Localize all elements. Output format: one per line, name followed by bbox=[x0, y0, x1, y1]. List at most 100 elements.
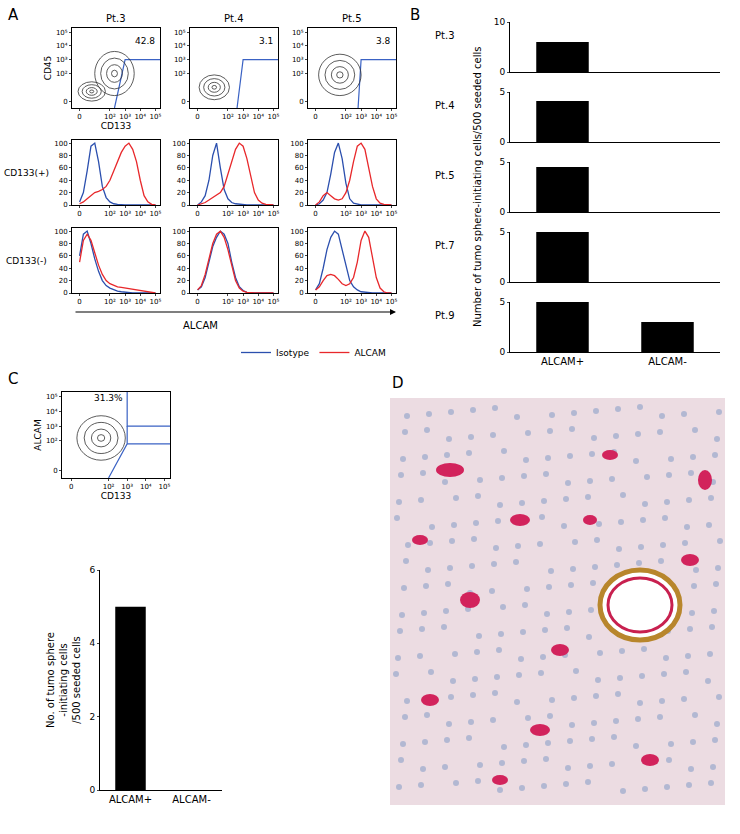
svg-text:C: C bbox=[8, 370, 18, 388]
svg-text:60: 60 bbox=[295, 252, 304, 260]
svg-text:0: 0 bbox=[195, 298, 199, 306]
svg-text:6: 6 bbox=[89, 565, 95, 575]
svg-text:100: 100 bbox=[172, 140, 185, 148]
svg-text:40: 40 bbox=[177, 265, 186, 273]
svg-text:60: 60 bbox=[295, 164, 304, 172]
svg-text:10²: 10² bbox=[222, 298, 234, 306]
svg-text:0: 0 bbox=[77, 113, 81, 121]
svg-text:0: 0 bbox=[499, 277, 505, 287]
svg-text:60: 60 bbox=[177, 252, 186, 260]
svg-text:3.1: 3.1 bbox=[259, 36, 273, 46]
svg-text:Pt.9: Pt.9 bbox=[435, 310, 455, 321]
svg-text:100: 100 bbox=[54, 228, 67, 236]
svg-text:D: D bbox=[392, 374, 404, 392]
svg-text:10²: 10² bbox=[104, 298, 116, 306]
svg-text:CD133: CD133 bbox=[101, 491, 131, 501]
svg-text:10⁵: 10⁵ bbox=[268, 113, 280, 121]
svg-text:10²: 10² bbox=[222, 113, 234, 121]
svg-text:Isotype: Isotype bbox=[276, 348, 309, 358]
svg-text:40: 40 bbox=[59, 265, 68, 273]
svg-text:10²: 10² bbox=[340, 298, 352, 306]
svg-text:CD45: CD45 bbox=[43, 56, 53, 81]
svg-text:80: 80 bbox=[177, 240, 186, 248]
svg-text:20: 20 bbox=[295, 277, 304, 285]
svg-text:5: 5 bbox=[499, 227, 505, 237]
svg-text:80: 80 bbox=[295, 152, 304, 160]
svg-text:10³: 10³ bbox=[121, 483, 133, 491]
svg-text:10⁵: 10⁵ bbox=[174, 29, 186, 37]
svg-text:0: 0 bbox=[89, 785, 95, 795]
svg-text:Pt.5: Pt.5 bbox=[342, 13, 362, 24]
svg-text:10⁵: 10⁵ bbox=[56, 29, 68, 37]
svg-text:10⁵: 10⁵ bbox=[159, 483, 171, 491]
svg-text:10⁴: 10⁴ bbox=[174, 42, 186, 50]
svg-text:10³: 10³ bbox=[46, 423, 58, 431]
svg-text:10⁴: 10⁴ bbox=[252, 298, 264, 306]
svg-text:0: 0 bbox=[195, 113, 199, 121]
svg-text:No. of tumo sphere-initiating: No. of tumo sphere-initiating cells/500 … bbox=[45, 632, 82, 728]
svg-text:10²: 10² bbox=[174, 70, 186, 78]
svg-text:80: 80 bbox=[59, 240, 68, 248]
svg-text:10⁴: 10⁴ bbox=[56, 42, 68, 50]
svg-text:10⁵: 10⁵ bbox=[268, 210, 280, 218]
svg-text:10⁴: 10⁴ bbox=[140, 483, 152, 491]
svg-text:10⁴: 10⁴ bbox=[134, 210, 146, 218]
svg-text:40: 40 bbox=[295, 177, 304, 185]
svg-text:80: 80 bbox=[59, 152, 68, 160]
svg-text:0: 0 bbox=[313, 113, 317, 121]
svg-text:0: 0 bbox=[499, 137, 505, 147]
svg-text:10²: 10² bbox=[104, 210, 116, 218]
svg-text:10³: 10³ bbox=[119, 113, 131, 121]
svg-text:10³: 10³ bbox=[292, 56, 304, 64]
svg-text:5: 5 bbox=[499, 297, 505, 307]
svg-text:10²: 10² bbox=[340, 210, 352, 218]
svg-text:10⁴: 10⁴ bbox=[134, 113, 146, 121]
svg-text:CD133: CD133 bbox=[101, 121, 131, 131]
svg-text:Pt.4: Pt.4 bbox=[435, 100, 455, 111]
svg-text:3.8: 3.8 bbox=[376, 36, 391, 46]
svg-text:10³: 10³ bbox=[237, 210, 249, 218]
svg-text:80: 80 bbox=[177, 152, 186, 160]
svg-text:10²: 10² bbox=[46, 437, 58, 445]
svg-text:10⁵: 10⁵ bbox=[268, 298, 280, 306]
svg-text:ALCAM: ALCAM bbox=[183, 320, 218, 331]
svg-text:0: 0 bbox=[181, 289, 185, 297]
svg-text:Pt.5: Pt.5 bbox=[435, 170, 455, 181]
svg-text:ALCAM-: ALCAM- bbox=[172, 794, 211, 805]
svg-text:ALCAM+: ALCAM+ bbox=[541, 356, 584, 367]
svg-text:10⁴: 10⁴ bbox=[292, 42, 304, 50]
svg-text:31.3%: 31.3% bbox=[94, 393, 123, 403]
svg-text:0: 0 bbox=[299, 201, 303, 209]
svg-text:10⁵: 10⁵ bbox=[386, 113, 398, 121]
svg-text:10²: 10² bbox=[340, 113, 352, 121]
svg-text:Number of tumo sphere-initiati: Number of tumo sphere-initiating cells/5… bbox=[472, 47, 483, 327]
svg-text:10³: 10³ bbox=[355, 210, 367, 218]
svg-text:10²: 10² bbox=[222, 210, 234, 218]
svg-text:0: 0 bbox=[313, 298, 317, 306]
svg-text:ALCAM: ALCAM bbox=[33, 419, 43, 450]
svg-text:2: 2 bbox=[89, 712, 95, 722]
svg-text:100: 100 bbox=[290, 140, 303, 148]
svg-text:60: 60 bbox=[177, 164, 186, 172]
svg-text:ALCAM: ALCAM bbox=[354, 348, 385, 358]
svg-text:10⁴: 10⁴ bbox=[46, 408, 58, 416]
svg-text:100: 100 bbox=[54, 140, 67, 148]
svg-text:40: 40 bbox=[59, 177, 68, 185]
svg-text:0: 0 bbox=[499, 67, 505, 77]
svg-text:20: 20 bbox=[177, 277, 186, 285]
svg-text:10²: 10² bbox=[103, 483, 115, 491]
svg-text:10⁴: 10⁴ bbox=[252, 210, 264, 218]
svg-text:Pt.4: Pt.4 bbox=[224, 13, 244, 24]
svg-text:0: 0 bbox=[69, 483, 73, 491]
svg-text:10³: 10³ bbox=[237, 298, 249, 306]
svg-text:0: 0 bbox=[63, 201, 67, 209]
svg-text:10⁴: 10⁴ bbox=[134, 298, 146, 306]
svg-text:0: 0 bbox=[77, 210, 81, 218]
svg-text:Pt.3: Pt.3 bbox=[435, 30, 455, 41]
svg-text:10³: 10³ bbox=[119, 210, 131, 218]
svg-text:10⁵: 10⁵ bbox=[150, 210, 162, 218]
svg-text:40: 40 bbox=[177, 177, 186, 185]
svg-text:Pt.7: Pt.7 bbox=[435, 240, 455, 251]
svg-text:0: 0 bbox=[195, 210, 199, 218]
svg-text:20: 20 bbox=[59, 189, 68, 197]
